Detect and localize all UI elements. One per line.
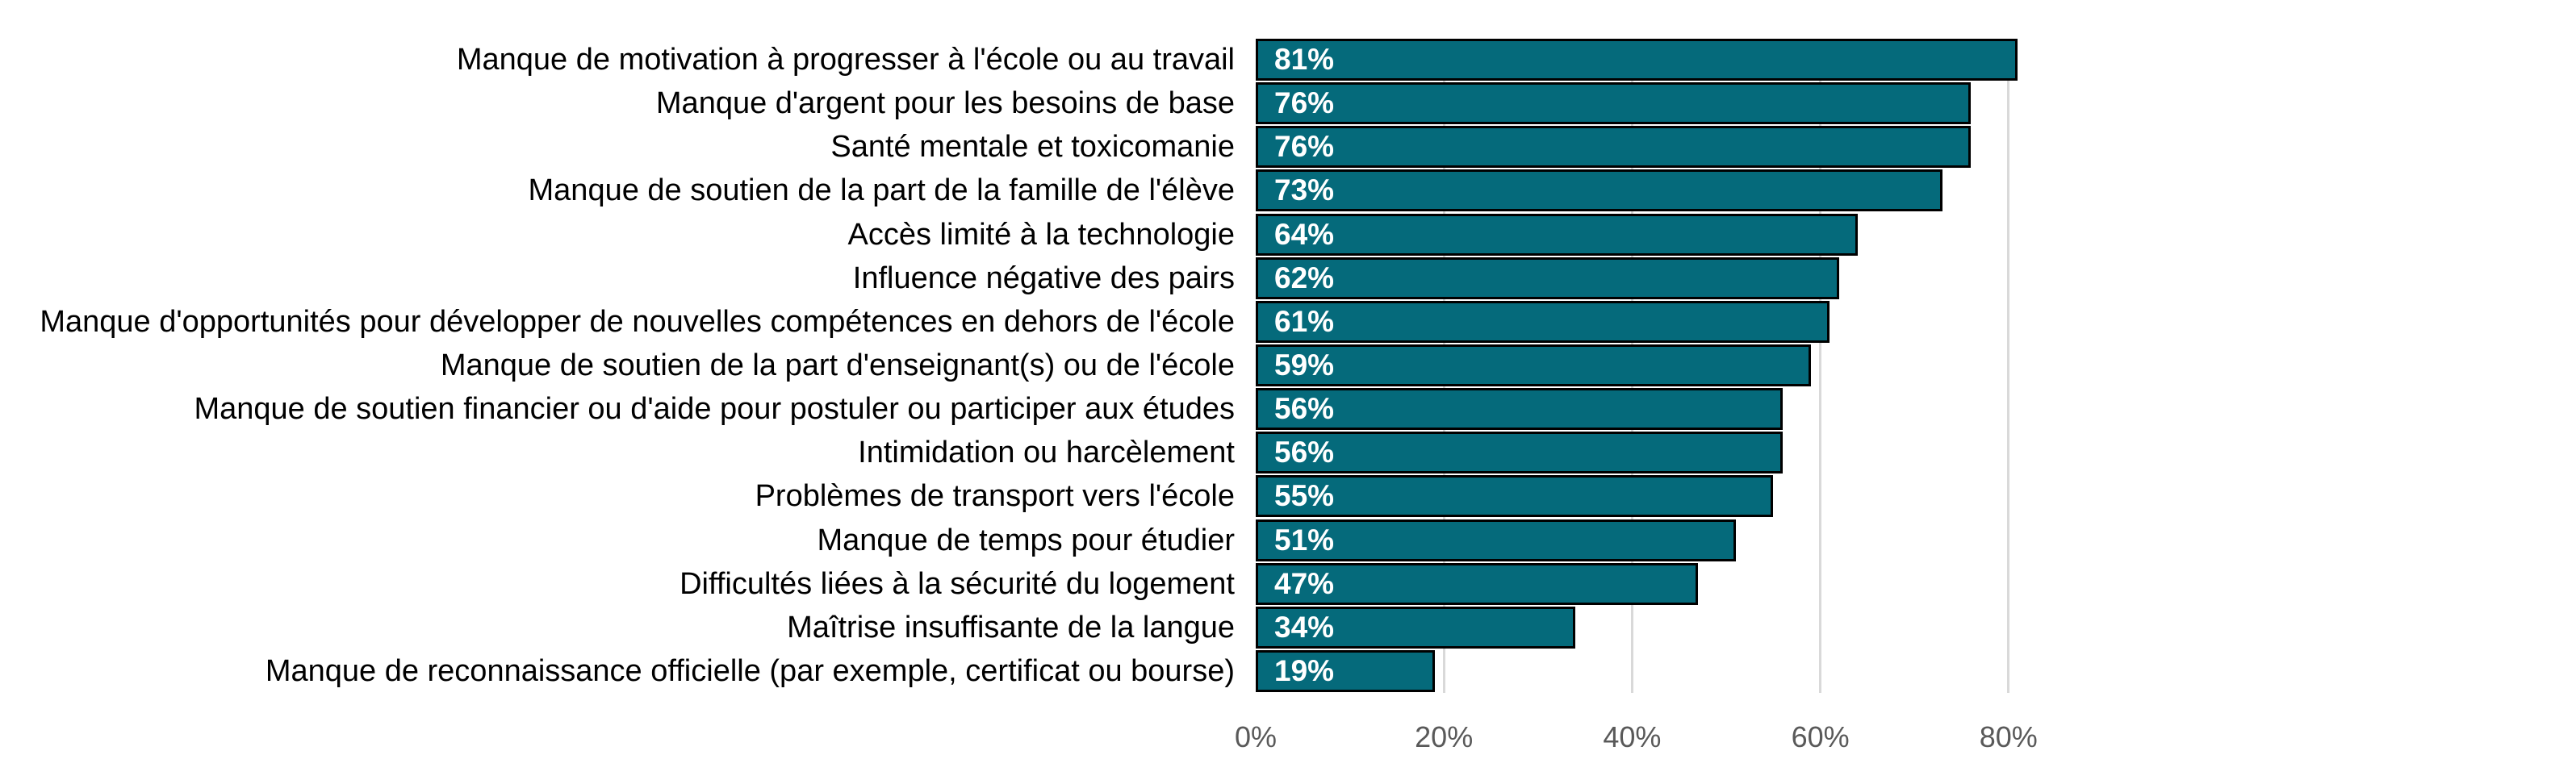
category-label: Manque de soutien financier ou d'aide po… (194, 392, 1235, 427)
bar: 81% (1256, 39, 2018, 81)
gridline-80 (2007, 39, 2010, 693)
bar: 47% (1256, 562, 1699, 605)
bar: 55% (1256, 475, 1774, 518)
bar-value-label: 81% (1274, 43, 1335, 76)
bar-value-label: 76% (1274, 130, 1335, 164)
category-label: Santé mentale et toxicomanie (830, 130, 1235, 165)
bar: 59% (1256, 344, 1811, 386)
bar: 56% (1256, 432, 1783, 474)
bar-value-label: 47% (1274, 566, 1335, 600)
category-label: Difficultés liées à la sécurité du logem… (680, 566, 1235, 601)
category-label: Manque de soutien de la part d'enseignan… (440, 348, 1235, 382)
bar-value-label: 51% (1274, 523, 1335, 557)
x-tick-label: 20% (1415, 720, 1474, 753)
category-label: Manque de motivation à progresser à l'éc… (456, 43, 1235, 77)
bar: 56% (1256, 388, 1783, 431)
bar-value-label: 56% (1274, 392, 1335, 426)
category-label: Manque d'argent pour les besoins de base (655, 86, 1235, 121)
category-label: Intimidation ou harcèlement (858, 436, 1235, 470)
x-tick-label: 0% (1234, 720, 1278, 753)
category-label: Accès limité à la technologie (847, 217, 1235, 252)
x-tick-label: 40% (1603, 720, 1662, 753)
category-label: Maîtrise insuffisante de la langue (787, 610, 1235, 645)
x-tick-label: 60% (1791, 720, 1850, 753)
category-label: Influence négative des pairs (852, 261, 1235, 295)
category-label: Manque de reconnaissance officielle (par… (265, 653, 1235, 688)
bar: 62% (1256, 257, 1839, 299)
bar: 34% (1256, 606, 1576, 649)
gridline-60 (1819, 39, 1822, 693)
bar: 76% (1256, 82, 1972, 125)
category-label: Manque de soutien de la part de la famil… (528, 173, 1235, 208)
bar: 61% (1256, 300, 1830, 343)
bar-value-label: 59% (1274, 348, 1335, 382)
bar-value-label: 76% (1274, 86, 1335, 120)
bar-value-label: 73% (1274, 173, 1335, 207)
plot-area: 81% 76% 76% 73% 64% 62% 61% 59% 56% 56% 55% 51% 47% 3… (1256, 39, 2200, 693)
bar: 19% (1256, 649, 1435, 692)
bar-value-label: 34% (1274, 610, 1335, 644)
bar-value-label: 61% (1274, 304, 1335, 338)
category-label: Manque d'opportunités pour développer de… (40, 304, 1235, 339)
bar-value-label: 19% (1274, 653, 1335, 687)
category-label: Problèmes de transport vers l'école (755, 479, 1235, 514)
bar: 73% (1256, 169, 1943, 212)
bar-value-label: 62% (1274, 261, 1335, 294)
bar: 51% (1256, 519, 1736, 561)
x-tick-label: 80% (1979, 720, 2038, 753)
bar: 64% (1256, 213, 1859, 256)
bar-value-label: 56% (1274, 436, 1335, 469)
bar-value-label: 64% (1274, 217, 1335, 251)
category-label: Manque de temps pour étudier (817, 523, 1235, 557)
bar-value-label: 55% (1274, 479, 1335, 513)
bar: 76% (1256, 126, 1972, 169)
